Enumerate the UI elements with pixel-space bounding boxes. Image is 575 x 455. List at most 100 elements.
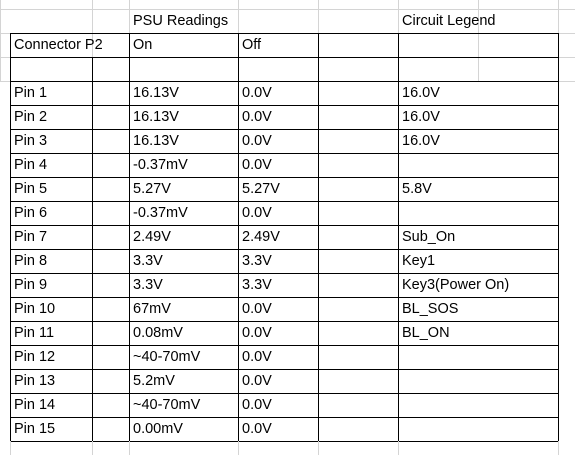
- border-line: [129, 33, 130, 442]
- column-header-on[interactable]: On: [133, 37, 153, 53]
- pin-cell[interactable]: Pin 5: [14, 181, 48, 197]
- border-line: [10, 105, 559, 106]
- column-header-off[interactable]: Off: [242, 37, 262, 53]
- border-line: [238, 33, 239, 442]
- off-value-cell[interactable]: 0.0V: [242, 301, 272, 317]
- on-value-cell[interactable]: 0.00mV: [133, 421, 183, 437]
- gridline: [129, 441, 130, 455]
- on-value-cell[interactable]: 3.3V: [133, 277, 163, 293]
- gridline: [92, 441, 93, 455]
- on-value-cell[interactable]: 16.13V: [133, 85, 179, 101]
- on-value-cell[interactable]: 67mV: [133, 301, 171, 317]
- legend-cell[interactable]: 16.0V: [402, 85, 440, 101]
- border-line: [10, 177, 559, 178]
- on-value-cell[interactable]: 0.08mV: [133, 325, 183, 341]
- pin-cell[interactable]: Pin 8: [14, 253, 48, 269]
- pin-cell[interactable]: Pin 6: [14, 205, 48, 221]
- legend-cell[interactable]: 16.0V: [402, 133, 440, 149]
- border-line: [10, 273, 559, 274]
- off-value-cell[interactable]: 0.0V: [242, 157, 272, 173]
- pin-cell[interactable]: Pin 7: [14, 229, 48, 245]
- on-value-cell[interactable]: ~40-70mV: [133, 397, 201, 413]
- border-line: [10, 33, 559, 34]
- on-value-cell[interactable]: -0.37mV: [133, 205, 188, 221]
- on-value-cell[interactable]: 5.27V: [133, 181, 171, 197]
- pin-cell[interactable]: Pin 3: [14, 133, 48, 149]
- off-value-cell[interactable]: 0.0V: [242, 109, 272, 125]
- pin-cell[interactable]: Pin 11: [14, 325, 55, 341]
- border-line: [10, 345, 559, 346]
- pin-cell[interactable]: Pin 9: [14, 277, 48, 293]
- legend-cell[interactable]: BL_ON: [402, 325, 450, 341]
- border-line: [10, 417, 559, 418]
- pin-cell[interactable]: Pin 14: [14, 397, 56, 413]
- legend-cell[interactable]: Key3(Power On): [402, 277, 510, 293]
- off-value-cell[interactable]: 0.0V: [242, 349, 272, 365]
- legend-cell[interactable]: BL_SOS: [402, 301, 459, 317]
- circuit-legend-title[interactable]: Circuit Legend: [402, 13, 496, 29]
- legend-cell[interactable]: 16.0V: [402, 109, 440, 125]
- border-line: [398, 33, 399, 442]
- on-value-cell[interactable]: 5.2mV: [133, 373, 175, 389]
- off-value-cell[interactable]: 5.27V: [242, 181, 280, 197]
- pin-cell[interactable]: Pin 15: [14, 421, 56, 437]
- border-line: [10, 321, 559, 322]
- border-line: [10, 393, 559, 394]
- border-line: [10, 33, 11, 442]
- on-value-cell[interactable]: 3.3V: [133, 253, 163, 269]
- off-value-cell[interactable]: 0.0V: [242, 421, 272, 437]
- pin-cell[interactable]: Pin 1: [14, 85, 48, 101]
- off-value-cell[interactable]: 3.3V: [242, 253, 272, 269]
- off-value-cell[interactable]: 2.49V: [242, 229, 280, 245]
- off-value-cell[interactable]: 0.0V: [242, 325, 272, 341]
- off-value-cell[interactable]: 0.0V: [242, 397, 272, 413]
- border-line: [318, 33, 319, 442]
- off-value-cell[interactable]: 0.0V: [242, 85, 272, 101]
- border-line: [10, 225, 559, 226]
- gridline: [0, 0, 1, 81]
- legend-cell[interactable]: [399, 369, 402, 393]
- legend-cell[interactable]: Key1: [402, 253, 436, 269]
- pin-cell[interactable]: Pin 12: [14, 349, 56, 365]
- border-line: [558, 33, 559, 442]
- off-value-cell[interactable]: 3.3V: [242, 277, 272, 293]
- border-line: [10, 129, 559, 130]
- off-value-cell[interactable]: 0.0V: [242, 205, 272, 221]
- border-line: [10, 57, 559, 58]
- gridline: [92, 0, 93, 81]
- border-line: [10, 153, 559, 154]
- border-line: [10, 81, 559, 82]
- gridline: [318, 441, 319, 455]
- on-value-cell[interactable]: 2.49V: [133, 229, 171, 245]
- border-line: [10, 249, 559, 250]
- border-line: [10, 441, 559, 442]
- legend-cell[interactable]: [399, 153, 402, 177]
- legend-cell[interactable]: [399, 345, 402, 369]
- border-line: [10, 297, 559, 298]
- on-value-cell[interactable]: -0.37mV: [133, 157, 188, 173]
- on-value-cell[interactable]: 16.13V: [133, 109, 179, 125]
- legend-cell[interactable]: [399, 417, 402, 441]
- gridline: [478, 0, 479, 81]
- pin-cell[interactable]: Pin 2: [14, 109, 48, 125]
- gridline: [0, 9, 575, 10]
- border-line: [10, 369, 559, 370]
- off-value-cell[interactable]: 0.0V: [242, 373, 272, 389]
- pin-cell[interactable]: Pin 13: [14, 373, 56, 389]
- border-line: [92, 57, 93, 442]
- on-value-cell[interactable]: 16.13V: [133, 133, 179, 149]
- legend-cell[interactable]: 5.8V: [402, 181, 432, 197]
- legend-cell[interactable]: [399, 201, 402, 225]
- gridline: [238, 441, 239, 455]
- column-header-connector[interactable]: Connector P2: [14, 37, 103, 53]
- legend-cell[interactable]: [399, 393, 402, 417]
- on-value-cell[interactable]: ~40-70mV: [133, 349, 201, 365]
- pin-cell[interactable]: Pin 4: [14, 157, 48, 173]
- pin-cell[interactable]: Pin 10: [14, 301, 56, 317]
- off-value-cell[interactable]: 0.0V: [242, 133, 272, 149]
- psu-readings-title[interactable]: PSU Readings: [133, 13, 229, 29]
- gridline: [10, 441, 11, 455]
- legend-cell[interactable]: Sub_On: [402, 229, 456, 245]
- gridline: [558, 441, 559, 455]
